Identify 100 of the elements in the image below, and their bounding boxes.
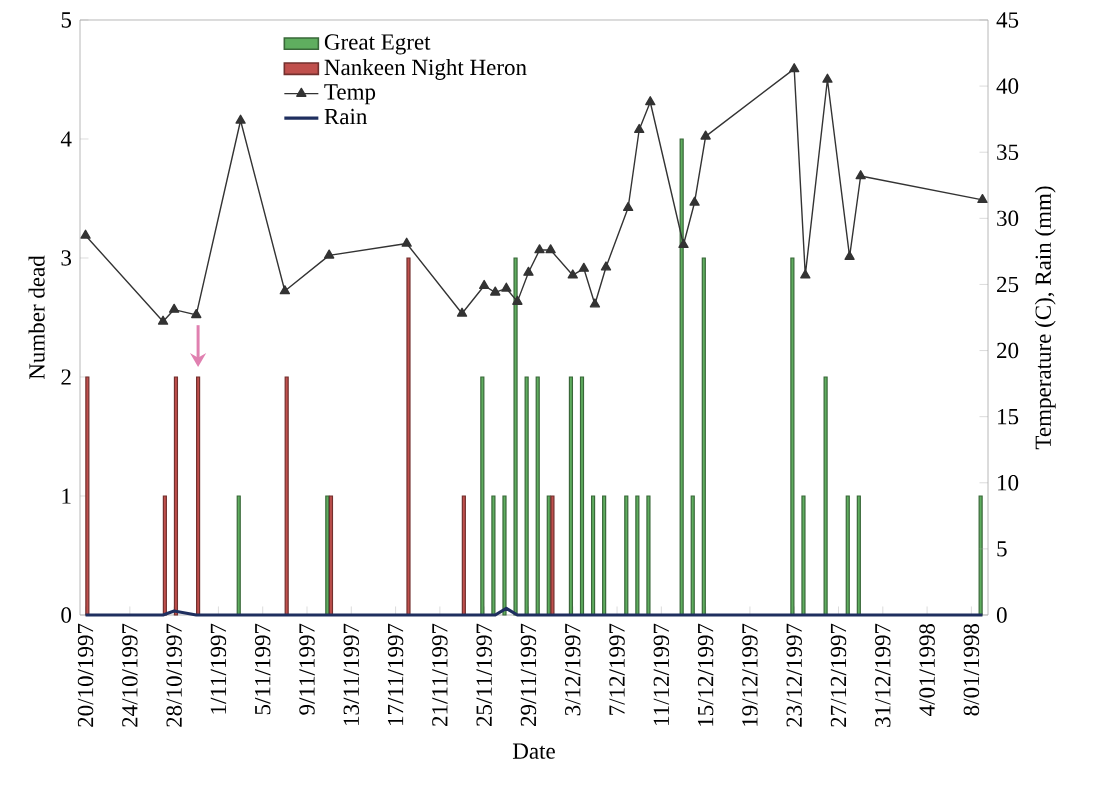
bar (550, 495, 555, 616)
bar (635, 495, 640, 616)
x-tick-label: 3/12/1997 (565, 623, 581, 716)
bar (513, 257, 518, 616)
y2-tick-label: 20 (997, 342, 1019, 359)
bar (406, 257, 411, 616)
bar (823, 376, 828, 616)
legend-label: Great Egret (324, 34, 431, 55)
point (634, 123, 645, 134)
x-tick-label: 27/12/1997 (830, 623, 847, 727)
x-tick-label: 20/10/1997 (77, 623, 94, 727)
point (545, 244, 556, 254)
bar (801, 495, 806, 616)
point (523, 266, 534, 276)
point (534, 244, 545, 254)
point (800, 269, 811, 279)
x-tick-label: 24/10/1997 (122, 623, 138, 727)
x-tick-label: 4/01/1998 (919, 623, 935, 716)
bar (535, 376, 540, 616)
y-tick-label: 1 (62, 488, 71, 504)
point (822, 73, 833, 83)
y2-tick-label: 25 (997, 276, 1019, 293)
bar (790, 257, 795, 616)
bar (690, 495, 695, 616)
bar (284, 376, 289, 616)
point (977, 193, 988, 204)
bar (624, 495, 629, 616)
bar (701, 257, 706, 616)
bar (856, 495, 861, 616)
point (589, 298, 601, 308)
x-tick-label: 13/11/1997 (343, 623, 360, 725)
bar (85, 376, 90, 616)
point (622, 201, 634, 212)
x-axis-title: Date (512, 743, 555, 759)
point (323, 249, 335, 259)
x-tick-label: 23/12/1997 (786, 623, 802, 727)
bar (579, 376, 585, 616)
x-tick-label: 8/01/1998 (963, 623, 980, 716)
point (855, 170, 866, 180)
point (401, 237, 412, 247)
x-tick-label: 17/11/1997 (387, 623, 404, 725)
bar (236, 495, 241, 616)
point (191, 308, 202, 319)
bar (325, 495, 330, 616)
point (578, 262, 590, 272)
bar (461, 495, 466, 616)
point (279, 285, 291, 295)
x-tick-label: 31/12/1997 (875, 623, 891, 727)
bar (502, 495, 507, 616)
y-tick-label: 4 (60, 131, 72, 147)
x-tick-label: 7/12/1997 (609, 623, 625, 715)
y-tick-label: 5 (61, 12, 72, 28)
x-tick-label: 11/12/1997 (653, 623, 670, 725)
x-tick-label: 29/11/1997 (520, 623, 537, 726)
legend-label: Rain (324, 108, 368, 125)
bar (480, 376, 485, 616)
x-tick-label: 15/12/1997 (697, 623, 714, 726)
bar (162, 495, 167, 616)
bar (491, 495, 496, 616)
bar (978, 495, 983, 616)
y2-tick-label: 5 (997, 541, 1007, 557)
point (157, 315, 169, 325)
x-tick-label: 5/11/1997 (254, 623, 271, 715)
y2-tick-label: 15 (998, 408, 1019, 425)
y-axis-title: Number dead (28, 255, 45, 380)
y2-tick-label: 40 (996, 78, 1019, 94)
point (235, 114, 246, 124)
point (168, 303, 180, 313)
point (456, 307, 468, 317)
bar (328, 495, 334, 616)
x-tick-label: 19/12/1997 (742, 623, 758, 726)
point (567, 269, 578, 279)
legend-label: Temp (324, 84, 376, 105)
y2-tick-label: 35 (997, 144, 1019, 160)
point (678, 238, 689, 249)
y-tick-label: 0 (61, 607, 72, 623)
legend-label: Nankeen Night Heron (324, 58, 527, 80)
bar (568, 376, 574, 616)
bar (679, 138, 684, 616)
bar (524, 376, 529, 616)
point (512, 295, 523, 305)
bar (590, 495, 596, 616)
x-tick-label: 21/11/1997 (432, 623, 448, 726)
y2-axis-title: Temperature (C), Rain (mm) (1034, 186, 1056, 450)
point (689, 196, 700, 206)
point (600, 261, 612, 271)
y-tick-label: 2 (61, 369, 71, 385)
y-tick-label: 3 (61, 250, 72, 266)
point (80, 229, 91, 239)
y2-tick-label: 45 (996, 12, 1019, 28)
x-tick-label: 28/10/1997 (166, 623, 182, 727)
point (789, 63, 800, 73)
point (700, 130, 711, 140)
y2-tick-label: 30 (997, 210, 1019, 227)
y2-tick-label: 10 (998, 475, 1019, 491)
bar (173, 376, 179, 616)
point (501, 282, 512, 292)
bar (646, 495, 651, 616)
bar (196, 376, 201, 616)
point (478, 279, 490, 290)
